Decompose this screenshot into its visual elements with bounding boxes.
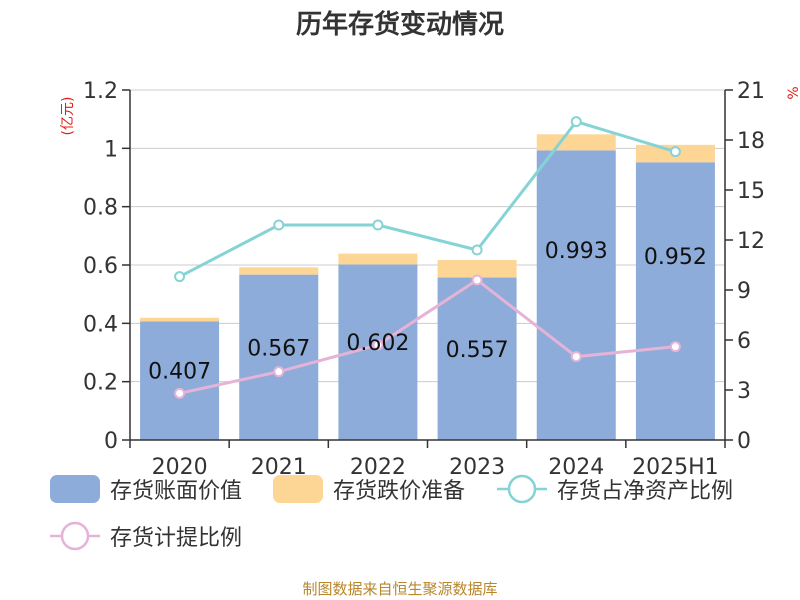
right-tick-label: 9	[737, 279, 751, 304]
right-tick-label: 0	[737, 429, 751, 454]
right-tick-label: 6	[737, 329, 751, 354]
left-tick-label: 0.4	[83, 312, 118, 337]
bar-value-label: 0.557	[446, 338, 509, 363]
bar-value-label: 0.993	[545, 239, 608, 264]
bar-value-label: 0.407	[148, 360, 211, 385]
legend-swatch-marker	[60, 521, 90, 551]
bar-value-label: 0.952	[644, 245, 707, 270]
left-tick-label: 0	[104, 429, 118, 454]
legend-label: 存货账面价值	[110, 479, 242, 504]
left-tick-label: 0.6	[83, 254, 118, 279]
legend-label: 存货计提比例	[110, 526, 242, 551]
line-point	[570, 351, 582, 363]
line-point	[372, 219, 384, 231]
line-point	[669, 341, 681, 353]
bar-book-value	[239, 274, 319, 440]
right-tick-label: 15	[737, 179, 765, 204]
left-tick-label: 1	[104, 137, 118, 162]
legend-label: 存货占净资产比例	[557, 479, 733, 504]
legend-swatch-bar	[273, 475, 323, 503]
bar-impairment-reserve	[536, 134, 616, 151]
bar-value-label: 0.602	[346, 331, 409, 356]
line-series-provision-ratio	[179, 278, 676, 395]
right-tick-label: 18	[737, 129, 765, 154]
bar-book-value	[635, 162, 715, 441]
right-axis-unit: %	[786, 86, 800, 99]
bar-impairment-reserve	[437, 260, 517, 278]
left-tick-label: 0.8	[83, 196, 118, 221]
legend-label: 存货跌价准备	[333, 479, 465, 504]
line-point	[669, 146, 681, 158]
bar-book-value	[536, 150, 616, 440]
right-tick-label: 3	[737, 379, 751, 404]
x-tick-label: 2022	[350, 455, 406, 480]
line-point	[174, 387, 186, 399]
bar-impairment-reserve	[338, 253, 418, 265]
x-tick-label: 2023	[449, 455, 505, 480]
left-tick-label: 0.2	[83, 371, 118, 396]
bar-impairment-reserve	[140, 317, 220, 322]
right-tick-label: 12	[737, 229, 765, 254]
x-tick-label: 2020	[152, 455, 208, 480]
bar-book-value	[437, 277, 517, 440]
chart-title: 历年存货变动情况	[296, 9, 504, 40]
bar-impairment-reserve	[239, 267, 319, 275]
line-point	[273, 219, 285, 231]
line-point	[471, 244, 483, 256]
line-point	[471, 274, 483, 286]
bar-value-label: 0.567	[247, 336, 310, 361]
line-series-inventory-to-net-assets	[178, 119, 676, 278]
x-tick-label: 2024	[548, 455, 604, 480]
line-point	[372, 339, 384, 351]
bar-value-labels: 0.407 0.567 0.602 0.557 0.993 0.952	[148, 239, 707, 384]
x-tick-label: 2025H1	[632, 455, 719, 480]
left-axis-unit: (亿元)	[60, 97, 76, 136]
line-point	[174, 271, 186, 283]
right-tick-label: 21	[737, 79, 765, 104]
bar-book-value	[140, 321, 220, 440]
bars	[140, 134, 715, 441]
line-point	[570, 116, 582, 128]
legend-swatch-marker	[507, 474, 537, 504]
gridlines	[130, 89, 725, 383]
source-note: 制图数据来自恒生聚源数据库	[302, 580, 497, 598]
legend-swatch-bar	[50, 475, 100, 503]
series-lines	[174, 116, 681, 399]
left-tick-label: 1.2	[83, 79, 118, 104]
line-point	[273, 366, 285, 378]
